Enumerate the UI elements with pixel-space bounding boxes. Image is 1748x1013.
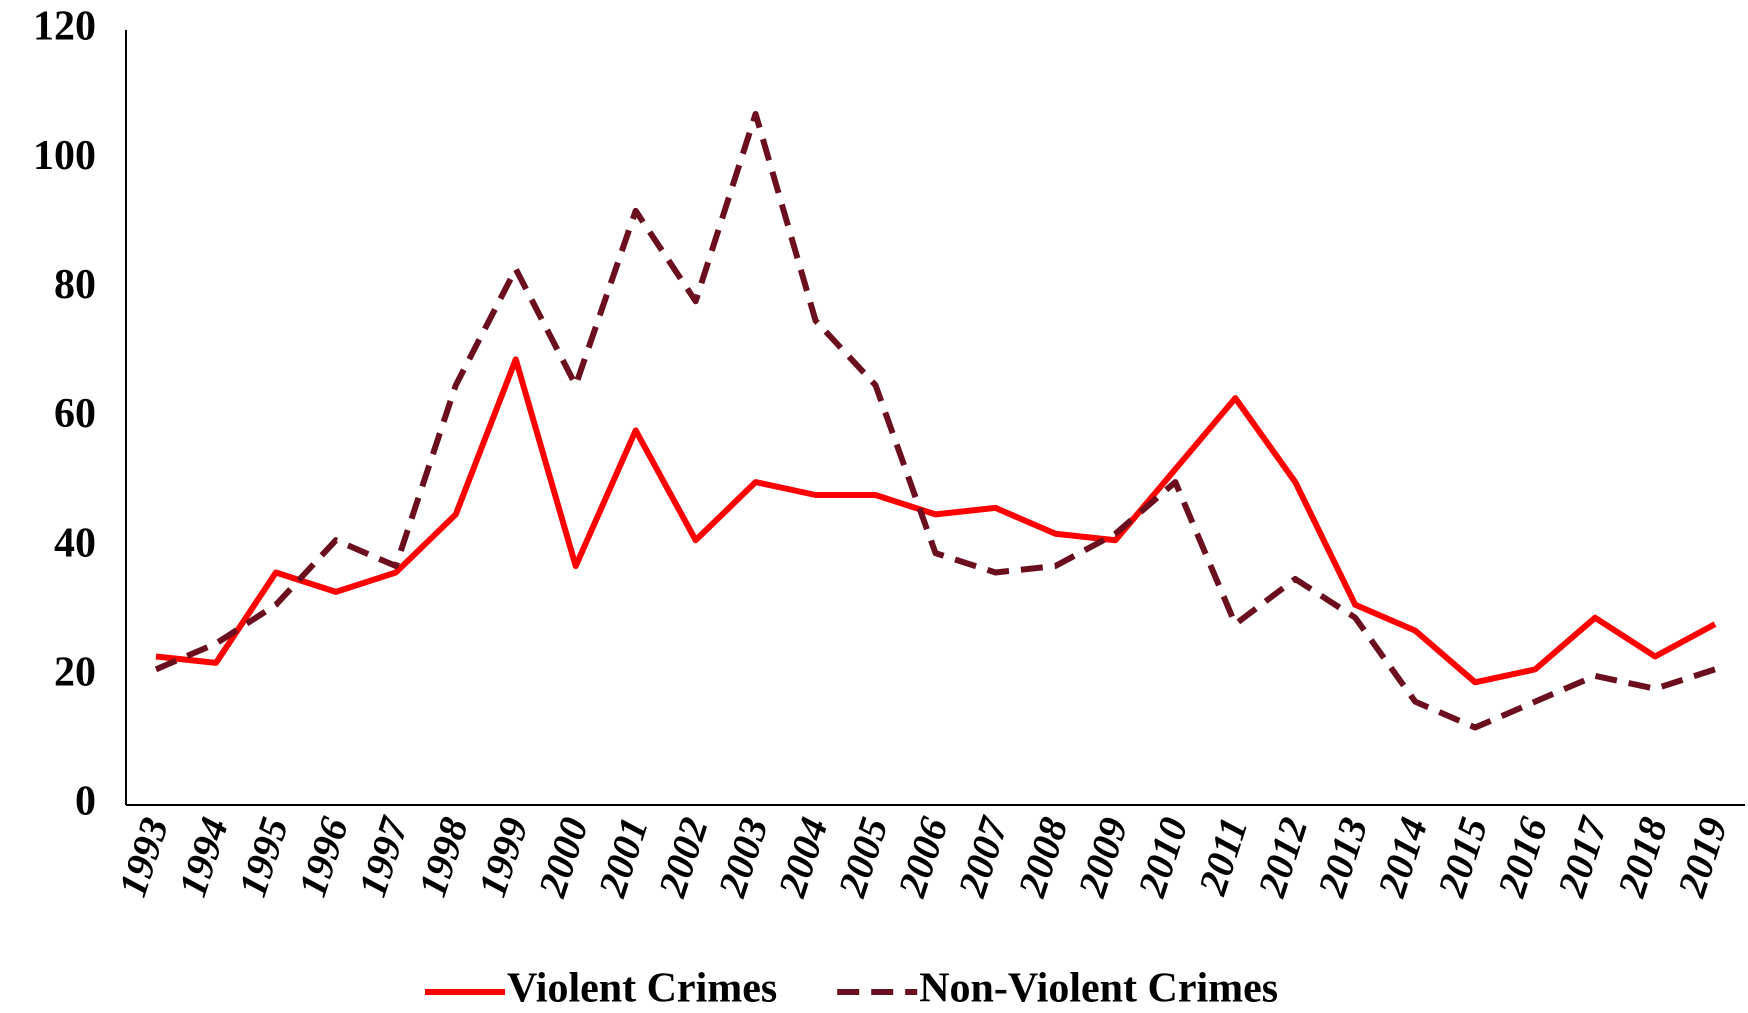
x-tick-label: 2015: [1428, 812, 1496, 903]
x-tick-label: 2002: [649, 812, 717, 903]
legend-label: Non-Violent Crimes: [919, 966, 1278, 1012]
x-tick-label: 1997: [349, 810, 417, 902]
x-tick-label: 2007: [949, 810, 1017, 903]
y-tick-label: 0: [75, 779, 96, 825]
x-tick-label: 1995: [229, 812, 297, 902]
x-tick-label: 2001: [589, 812, 657, 903]
x-tick-label: 2017: [1548, 810, 1616, 903]
x-tick-label: 2016: [1488, 812, 1556, 903]
x-tick-label: 2014: [1368, 812, 1436, 903]
x-tick-label: 2019: [1668, 812, 1736, 903]
x-tick-label: 2003: [709, 812, 777, 903]
y-tick-label: 80: [54, 262, 96, 308]
y-tick-label: 40: [54, 520, 96, 566]
x-tick-label: 2010: [1129, 812, 1197, 903]
line-series: [154, 110, 1716, 731]
legend-label: Violent Crimes: [507, 966, 777, 1012]
x-tick-label: 2005: [829, 812, 897, 903]
x-tick-label: 2000: [529, 812, 597, 903]
x-tick-label: 2009: [1069, 812, 1137, 903]
x-tick-label: 2012: [1249, 812, 1317, 903]
x-tick-label: 1996: [289, 812, 357, 902]
y-tick-label: 120: [33, 4, 96, 50]
x-tick-label: 1999: [469, 812, 537, 902]
line-series: [155, 356, 1717, 686]
x-tick-label: 1993: [110, 812, 178, 902]
x-tick-label: 2008: [1009, 812, 1077, 903]
x-tick-label: 2013: [1308, 812, 1376, 903]
x-tick-label: 2006: [889, 812, 957, 903]
x-tick-label: 1994: [170, 812, 238, 902]
x-tick-label: 2011: [1189, 812, 1256, 901]
y-tick-label: 20: [54, 649, 96, 695]
x-tick-label: 2004: [769, 812, 837, 903]
x-tick-label: 1998: [409, 812, 477, 902]
y-tick-label: 100: [33, 133, 96, 179]
x-tick-label: 2018: [1608, 812, 1676, 903]
y-tick-label: 60: [54, 391, 96, 437]
